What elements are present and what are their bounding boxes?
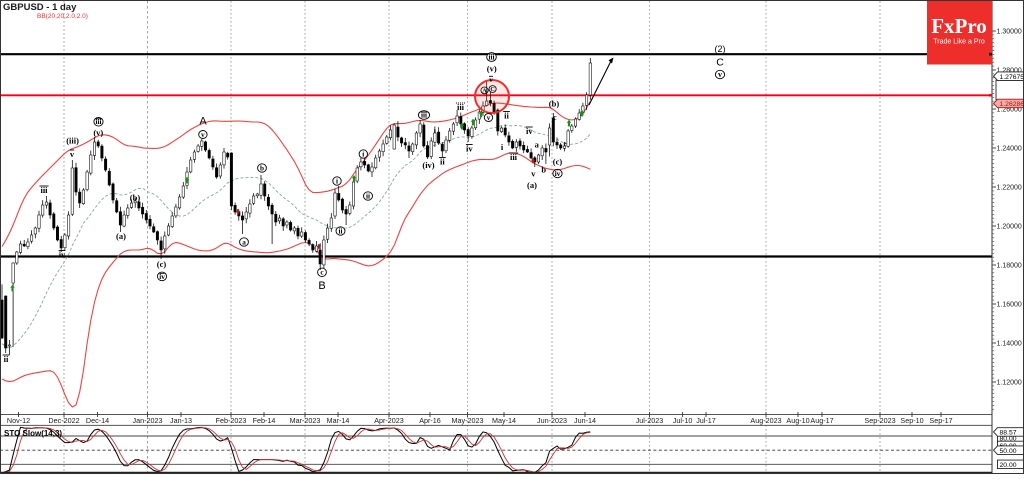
svg-text:FxPro: FxPro <box>931 14 987 38</box>
svg-text:iii: iii <box>96 118 102 126</box>
svg-text:c: c <box>553 112 557 122</box>
svg-text:1.27675: 1.27675 <box>1000 74 1024 81</box>
svg-text:Sep-10: Sep-10 <box>900 416 923 425</box>
svg-text:May-2023: May-2023 <box>452 416 484 425</box>
svg-text:ii: ii <box>339 227 343 235</box>
svg-text:(iii): (iii) <box>66 136 79 146</box>
svg-text:Nov-12: Nov-12 <box>7 416 30 425</box>
svg-text:Mar-14: Mar-14 <box>327 416 350 425</box>
svg-text:(c): (c) <box>553 157 563 167</box>
svg-text:i: i <box>362 150 364 158</box>
svg-text:1.18000: 1.18000 <box>997 263 1022 270</box>
svg-text:ii: ii <box>4 354 9 364</box>
svg-text:iii: iii <box>457 102 465 112</box>
svg-text:Jan-2023: Jan-2023 <box>133 416 163 425</box>
svg-text:Sep-2023: Sep-2023 <box>864 416 895 425</box>
svg-text:Jul-17: Jul-17 <box>696 416 716 425</box>
svg-text:i: i <box>336 177 338 185</box>
svg-text:50.00: 50.00 <box>1000 448 1017 455</box>
svg-text:(c): (c) <box>157 259 167 269</box>
svg-text:e: e <box>564 141 567 148</box>
svg-text:Jun-14: Jun-14 <box>574 416 596 425</box>
svg-text:iii: iii <box>510 152 518 162</box>
svg-text:Aug-2023: Aug-2023 <box>750 416 781 425</box>
svg-text:iv: iv <box>526 126 533 136</box>
svg-text:Apr-16: Apr-16 <box>419 416 441 425</box>
svg-text:(v): (v) <box>487 64 497 74</box>
svg-text:iv: iv <box>555 169 561 178</box>
svg-text:v: v <box>489 76 493 84</box>
svg-text:1.12000: 1.12000 <box>997 380 1022 387</box>
svg-text:iv: iv <box>466 144 473 154</box>
svg-text:b: b <box>541 165 546 175</box>
svg-text:Jan-13: Jan-13 <box>170 416 192 425</box>
svg-text:a: a <box>535 140 540 150</box>
svg-text:1.26286: 1.26286 <box>1000 101 1024 108</box>
svg-text:ii: ii <box>366 192 370 200</box>
svg-text:Aug-10: Aug-10 <box>786 416 809 425</box>
svg-text:(b): (b) <box>130 193 141 203</box>
svg-text:ii: ii <box>504 111 509 121</box>
svg-text:GBPUSD - 1 day: GBPUSD - 1 day <box>3 2 77 13</box>
svg-text:iv: iv <box>59 250 66 260</box>
svg-text:Jul-2023: Jul-2023 <box>636 416 664 425</box>
svg-text:v: v <box>201 131 205 139</box>
svg-text:Sep-17: Sep-17 <box>929 416 952 425</box>
svg-text:a: a <box>242 238 246 246</box>
svg-text:Apr-2023: Apr-2023 <box>374 416 404 425</box>
svg-text:iii: iii <box>40 185 48 195</box>
svg-text:A: A <box>482 88 487 95</box>
svg-text:Dec-2022: Dec-2022 <box>48 416 79 425</box>
svg-text:B: B <box>318 280 325 292</box>
svg-text:Feb-2023: Feb-2023 <box>216 416 247 425</box>
svg-text:Dec-14: Dec-14 <box>86 416 109 425</box>
svg-text:A: A <box>199 116 207 128</box>
svg-text:BB(20,20,2.0,2.0): BB(20,20,2.0,2.0) <box>37 13 88 20</box>
svg-text:1.14000: 1.14000 <box>997 341 1022 348</box>
svg-text:Aug-17: Aug-17 <box>810 416 833 425</box>
svg-text:b: b <box>260 164 264 172</box>
svg-text:iii: iii <box>489 53 495 61</box>
svg-text:88.57: 88.57 <box>1000 430 1017 437</box>
svg-text:Mar-2023: Mar-2023 <box>290 416 321 425</box>
svg-text:STO Slow(14,3): STO Slow(14,3) <box>4 429 62 438</box>
svg-text:(b): (b) <box>549 99 560 109</box>
svg-text:20.00: 20.00 <box>1000 462 1017 469</box>
svg-text:1.24000: 1.24000 <box>997 146 1022 153</box>
svg-text:Jul-10: Jul-10 <box>673 416 693 425</box>
svg-text:ii: ii <box>440 157 445 167</box>
svg-text:(2): (2) <box>715 44 726 54</box>
svg-text:iii: iii <box>421 111 427 119</box>
svg-text:1.30000: 1.30000 <box>997 29 1022 36</box>
svg-text:1.16000: 1.16000 <box>997 302 1022 309</box>
svg-text:(v): (v) <box>93 128 103 138</box>
svg-text:(a): (a) <box>116 231 126 241</box>
svg-text:v: v <box>718 70 722 79</box>
svg-text:1.20000: 1.20000 <box>997 224 1022 231</box>
svg-text:(iv): (iv) <box>422 160 434 170</box>
svg-text:May-14: May-14 <box>492 416 516 425</box>
svg-text:iv: iv <box>159 273 165 281</box>
svg-text:Jun-2023: Jun-2023 <box>537 416 567 425</box>
svg-text:1.22000: 1.22000 <box>997 185 1022 192</box>
svg-text:Trade Like a Pro: Trade Like a Pro <box>933 39 985 46</box>
svg-text:v: v <box>487 114 491 122</box>
svg-text:v: v <box>531 169 536 179</box>
svg-text:Feb-14: Feb-14 <box>253 416 276 425</box>
svg-text:(a): (a) <box>527 180 537 190</box>
svg-text:C: C <box>490 86 494 93</box>
svg-text:C: C <box>716 57 724 69</box>
